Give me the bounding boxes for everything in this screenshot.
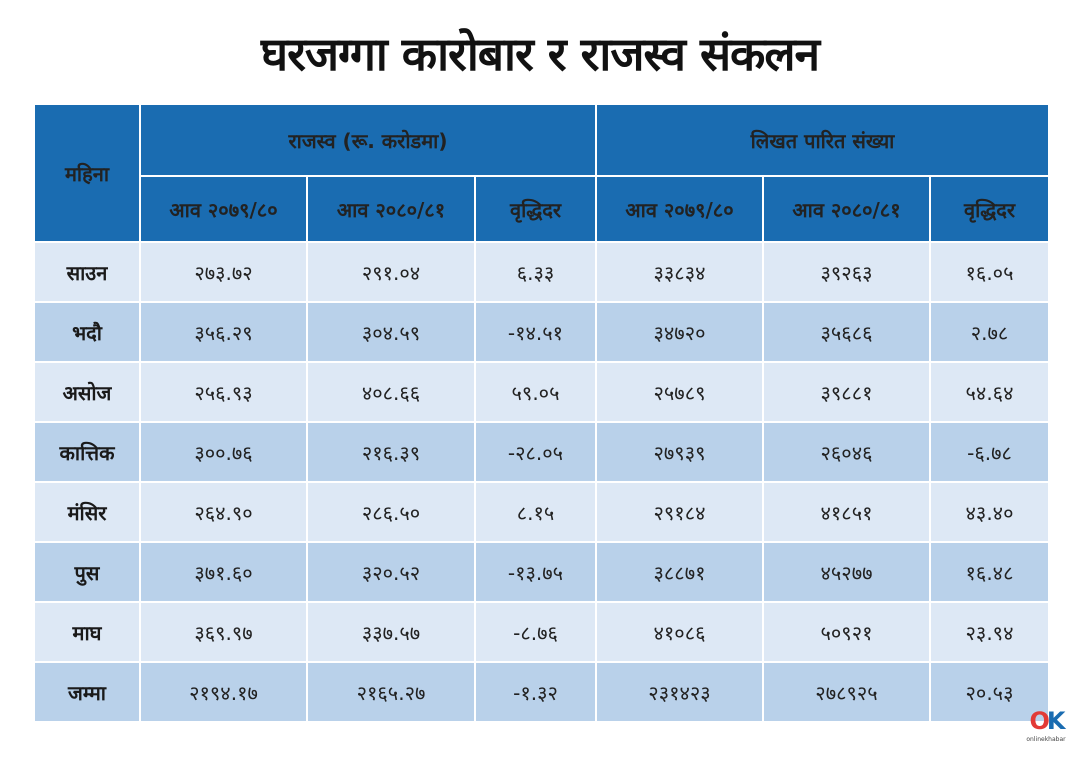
header-count-group: लिखत पारित संख्या (595, 103, 1050, 177)
count-curr-cell: २६०४६ (762, 421, 931, 483)
revenue-table: महिना राजस्व (रू. करोडमा) लिखत पारित संख… (33, 103, 1050, 723)
revenue-prev-cell: ३७१.६० (139, 541, 308, 603)
count-prev-cell: ३८८७१ (595, 541, 764, 603)
header-count-curr: आव २०८०/८१ (762, 175, 931, 243)
header-revenue-curr: आव २०८०/८१ (306, 175, 476, 243)
header-revenue-growth: वृद्धिदर (474, 175, 597, 243)
month-cell: भदौ (33, 301, 141, 363)
revenue-curr-cell: २१६५.२७ (306, 661, 476, 723)
count-growth-cell: ४३.४० (929, 481, 1050, 543)
count-curr-cell: ४१८५१ (762, 481, 931, 543)
month-cell: पुस (33, 541, 141, 603)
table-row: साउन २७३.७२ २९१.०४ ६.३३ ३३८३४ ३९२६३ १६.०… (33, 241, 1050, 303)
revenue-growth-cell: -८.७६ (474, 601, 597, 663)
revenue-growth-cell: -२८.०५ (474, 421, 597, 483)
revenue-growth-cell: ८.१५ (474, 481, 597, 543)
revenue-growth-cell: -१३.७५ (474, 541, 597, 603)
count-prev-cell: ४१०८६ (595, 601, 764, 663)
revenue-curr-cell: २९१.०४ (306, 241, 476, 303)
table-row: कात्तिक ३००.७६ २१६.३९ -२८.०५ २७९३९ २६०४६… (33, 421, 1050, 483)
count-prev-cell: ३३८३४ (595, 241, 764, 303)
count-curr-cell: ३९८८१ (762, 361, 931, 423)
logo-text: onlinekhabar (1026, 736, 1066, 743)
revenue-growth-cell: ५९.०५ (474, 361, 597, 423)
count-growth-cell: -६.७८ (929, 421, 1050, 483)
count-growth-cell: २३.९४ (929, 601, 1050, 663)
count-growth-cell: ५४.६४ (929, 361, 1050, 423)
month-cell: असोज (33, 361, 141, 423)
table-row: असोज २५६.९३ ४०८.६६ ५९.०५ २५७८९ ३९८८१ ५४.… (33, 361, 1050, 423)
page-title: घरजग्गा कारोबार र राजस्व संकलन (260, 27, 820, 81)
count-growth-cell: २.७८ (929, 301, 1050, 363)
revenue-curr-cell: ३२०.५२ (306, 541, 476, 603)
revenue-prev-cell: ३६९.९७ (139, 601, 308, 663)
header-month: महिना (33, 103, 141, 243)
count-growth-cell: २०.५३ (929, 661, 1050, 723)
count-prev-cell: २९१८४ (595, 481, 764, 543)
count-curr-cell: ३९२६३ (762, 241, 931, 303)
count-prev-cell: २७९३९ (595, 421, 764, 483)
count-growth-cell: १६.०५ (929, 241, 1050, 303)
table-row-total: जम्मा २१९४.१७ २१६५.२७ -१.३२ २३१४२३ २७८९२… (33, 661, 1050, 723)
table-row: मंसिर २६४.९० २८६.५० ८.१५ २९१८४ ४१८५१ ४३.… (33, 481, 1050, 543)
count-curr-cell: ३५६८६ (762, 301, 931, 363)
revenue-curr-cell: २१६.३९ (306, 421, 476, 483)
month-cell: साउन (33, 241, 141, 303)
month-cell: मंसिर (33, 481, 141, 543)
revenue-curr-cell: २८६.५० (306, 481, 476, 543)
header-count-prev: आव २०७९/८० (595, 175, 764, 243)
revenue-prev-cell: २५६.९३ (139, 361, 308, 423)
revenue-curr-cell: ३०४.५९ (306, 301, 476, 363)
table-row: भदौ ३५६.२९ ३०४.५९ -१४.५१ ३४७२० ३५६८६ २.७… (33, 301, 1050, 363)
table-row: पुस ३७१.६० ३२०.५२ -१३.७५ ३८८७१ ४५२७७ १६.… (33, 541, 1050, 603)
count-growth-cell: १६.४८ (929, 541, 1050, 603)
count-prev-cell: २५७८९ (595, 361, 764, 423)
revenue-prev-cell: ३००.७६ (139, 421, 308, 483)
header-count-growth: वृद्धिदर (929, 175, 1050, 243)
header-revenue-prev: आव २०७९/८० (139, 175, 308, 243)
revenue-growth-cell: ६.३३ (474, 241, 597, 303)
revenue-prev-cell: २७३.७२ (139, 241, 308, 303)
count-curr-cell: ४५२७७ (762, 541, 931, 603)
revenue-curr-cell: ४०८.६६ (306, 361, 476, 423)
count-prev-cell: ३४७२० (595, 301, 764, 363)
count-curr-cell: ५०९२१ (762, 601, 931, 663)
table-row: माघ ३६९.९७ ३३७.५७ -८.७६ ४१०८६ ५०९२१ २३.९… (33, 601, 1050, 663)
month-cell: माघ (33, 601, 141, 663)
header-revenue-group: राजस्व (रू. करोडमा) (139, 103, 597, 177)
month-cell: कात्तिक (33, 421, 141, 483)
revenue-growth-cell: -१४.५१ (474, 301, 597, 363)
revenue-growth-cell: -१.३२ (474, 661, 597, 723)
revenue-prev-cell: २६४.९० (139, 481, 308, 543)
revenue-prev-cell: ३५६.२९ (139, 301, 308, 363)
month-cell: जम्मा (33, 661, 141, 723)
revenue-prev-cell: २१९४.१७ (139, 661, 308, 723)
revenue-curr-cell: ३३७.५७ (306, 601, 476, 663)
count-prev-cell: २३१४२३ (595, 661, 764, 723)
count-curr-cell: २७८९२५ (762, 661, 931, 723)
